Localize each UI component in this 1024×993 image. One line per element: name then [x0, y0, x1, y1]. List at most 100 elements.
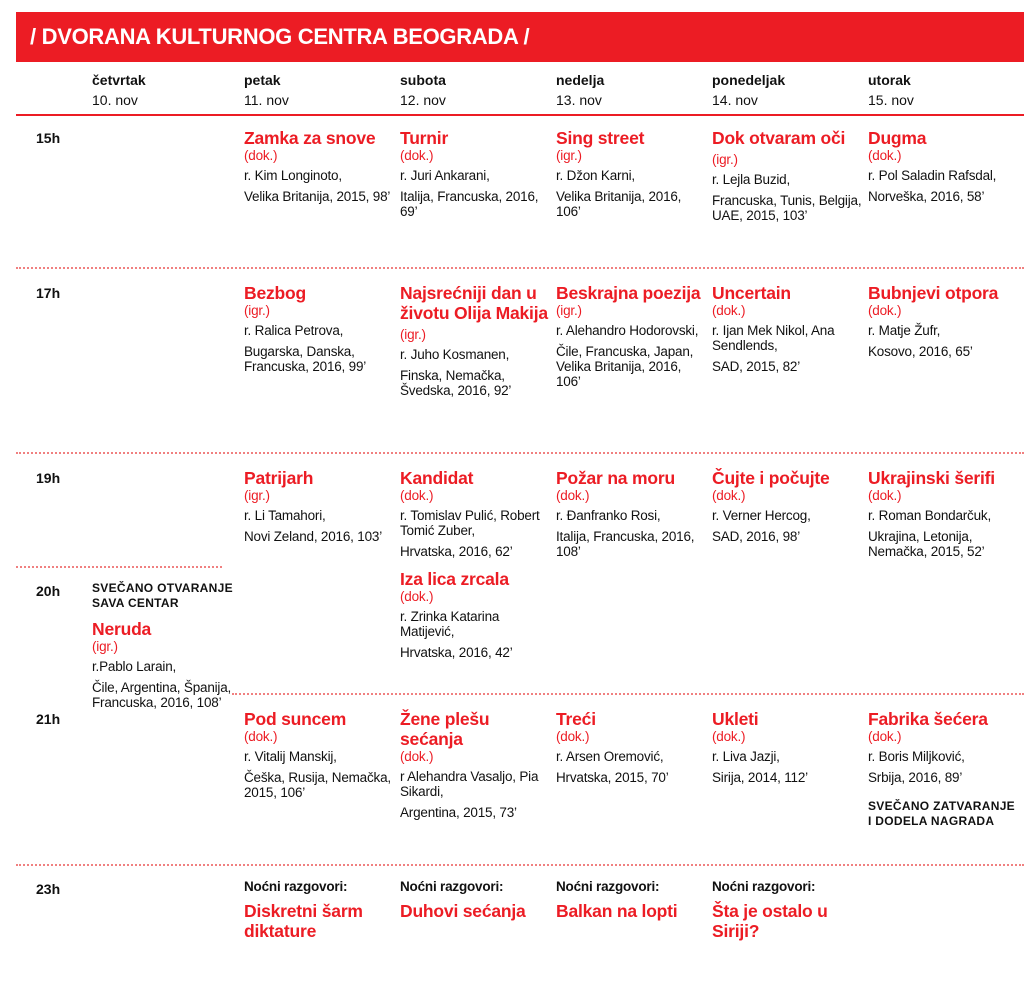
film-title-text[interactable]: Najsrećniji dan u životu Olija Makija: [400, 283, 548, 323]
film-title-text[interactable]: Fabrika šećera: [868, 709, 988, 729]
film-director: r. Roman Bondarčuk,: [868, 508, 992, 523]
film-title[interactable]: Dugma: [868, 128, 1018, 148]
film-director: r. Alehandro Hodorovski,: [556, 323, 699, 338]
film-type: (igr.): [556, 303, 582, 318]
film-title[interactable]: Dok otvaram oči (igr.): [712, 128, 862, 168]
day-date: 12. nov: [400, 92, 446, 108]
film-title[interactable]: Iza lica zrcala: [400, 569, 550, 589]
film-type: (dok.): [556, 729, 590, 744]
time-label: 15h: [36, 130, 61, 146]
film-title-text[interactable]: Duhovi sećanja: [400, 901, 526, 921]
film-type: (dok.): [400, 589, 434, 604]
film-title[interactable]: Patrijarh: [244, 468, 394, 488]
row-divider: [16, 566, 222, 568]
film-title[interactable]: Bubnjevi otpora: [868, 283, 1018, 303]
day-date: 15. nov: [868, 92, 914, 108]
film-country: Sirija, 2014, 112’: [712, 770, 808, 785]
time-label: 21h: [36, 711, 61, 727]
film-title-text[interactable]: Šta je ostalo u Siriji?: [712, 901, 828, 941]
day-header: četvrtak 10. nov: [92, 70, 146, 110]
film-director: r. Vitalij Manskij,: [244, 749, 337, 764]
film-director: r. Ijan Mek Nikol, Ana Sendlends,: [712, 323, 835, 353]
film-title[interactable]: Ukrajinski šerifi: [868, 468, 1018, 488]
film-type: (dok.): [400, 148, 434, 163]
film-country: Velika Britanija, 2016, 106’: [556, 189, 682, 219]
film-title[interactable]: Zamka za snove: [244, 128, 394, 148]
film-title[interactable]: Kandidat: [400, 468, 550, 488]
day-name: nedelja: [556, 72, 605, 88]
film-title[interactable]: Ukleti: [712, 709, 862, 729]
film-director: r. Đanfranko Rosi,: [556, 508, 661, 523]
talk-label: Noćni razgovori:: [400, 879, 504, 894]
film-title-text[interactable]: Diskretni šarm diktature: [244, 901, 363, 941]
film-title-text[interactable]: Kandidat: [400, 468, 474, 488]
film-title-text[interactable]: Iza lica zrcala: [400, 569, 509, 589]
schedule-entry: Kandidat (dok.) r. Tomislav Pulić, Robert …: [400, 468, 550, 660]
film-title-text[interactable]: Dugma: [868, 128, 927, 148]
film-director: r. Džon Karni,: [556, 168, 635, 183]
film-title[interactable]: Neruda: [92, 619, 242, 639]
film-country: SAD, 2016, 98’: [712, 529, 801, 544]
film-title[interactable]: Požar na moru: [556, 468, 706, 488]
schedule-entry: Turnir (dok.) r. Juri Ankarani, Italija, Fr…: [400, 128, 550, 219]
film-title-text[interactable]: Bubnjevi otpora: [868, 283, 999, 303]
time-label: 17h: [36, 285, 61, 301]
film-director: r. Zrinka Katarina Matijević,: [400, 609, 500, 639]
film-title-text[interactable]: Požar na moru: [556, 468, 675, 488]
film-title-text[interactable]: Neruda: [92, 619, 152, 639]
film-title-text[interactable]: Patrijarh: [244, 468, 314, 488]
film-title-text[interactable]: Turnir: [400, 128, 449, 148]
film-title-text[interactable]: Bezbog: [244, 283, 306, 303]
film-director: r. Pol Saladin Rafsdal,: [868, 168, 997, 183]
film-title[interactable]: Turnir: [400, 128, 550, 148]
film-title[interactable]: Diskretni šarm diktature: [244, 901, 394, 941]
film-title[interactable]: Duhovi sećanja: [400, 901, 550, 921]
schedule-entry: Požar na moru (dok.) r. Đanfranko Rosi, Ita…: [556, 468, 706, 559]
film-title-text[interactable]: Zamka za snove: [244, 128, 376, 148]
film-title[interactable]: Šta je ostalo u Siriji?: [712, 901, 862, 941]
film-country: Finska, Nemačka, Švedska, 2016, 92’: [400, 368, 512, 398]
film-type: (igr.): [244, 488, 270, 503]
schedule-entry: Bubnjevi otpora (dok.) r. Matje Žufr, Kosov…: [868, 283, 1018, 359]
film-title-text[interactable]: Ukrajinski šerifi: [868, 468, 995, 488]
film-title-text[interactable]: Sing street: [556, 128, 645, 148]
film-title[interactable]: Sing street: [556, 128, 706, 148]
film-title-text[interactable]: Balkan na lopti: [556, 901, 678, 921]
film-title-text[interactable]: Beskrajna poezija: [556, 283, 701, 303]
film-title[interactable]: Pod suncem: [244, 709, 394, 729]
film-type: (dok.): [400, 488, 434, 503]
film-title-text[interactable]: Pod suncem: [244, 709, 347, 729]
film-title-text[interactable]: Čujte i počujte: [712, 468, 830, 488]
film-country: Ukrajina, Letonija, Nemačka, 2015, 52’: [868, 529, 985, 559]
film-director: r. Li Tamahori,: [244, 508, 326, 523]
film-type: (dok.): [244, 148, 278, 163]
film-title[interactable]: Fabrika šećera: [868, 709, 1018, 729]
talk-label: Noćni razgovori:: [712, 879, 816, 894]
film-title[interactable]: Beskrajna poezija: [556, 283, 706, 303]
film-title-text[interactable]: Treći: [556, 709, 596, 729]
film-title[interactable]: Bezbog: [244, 283, 394, 303]
film-director: r. Juri Ankarani,: [400, 168, 490, 183]
film-country: Velika Britanija, 2015, 98’: [244, 189, 391, 204]
film-title[interactable]: Najsrećniji dan u životu Olija Makija (i…: [400, 283, 550, 343]
day-name: petak: [244, 72, 281, 88]
day-date: 14. nov: [712, 92, 758, 108]
film-title[interactable]: Treći: [556, 709, 706, 729]
film-title[interactable]: Balkan na lopti: [556, 901, 706, 921]
film-title[interactable]: Čujte i počujte: [712, 468, 862, 488]
film-title-text[interactable]: Ukleti: [712, 709, 759, 729]
schedule-entry: Bezbog (igr.) r. Ralica Petrova, Bugarska, …: [244, 283, 394, 374]
schedule-entry: Noćni razgovori: Šta je ostalo u Siriji?: [712, 879, 862, 941]
film-country: Hrvatska, 2015, 70’: [556, 770, 669, 785]
film-title-text[interactable]: Dok otvaram oči: [712, 128, 846, 148]
schedule-entry: Dok otvaram oči (igr.) r. Lejla Buzid, Fra…: [712, 128, 862, 223]
venue-banner: / DVORANA KULTURNOG CENTRA BEOGRADA /: [16, 12, 1024, 62]
film-type: (igr.): [556, 148, 582, 163]
schedule-entry: Pod suncem (dok.) r. Vitalij Manskij, Češka…: [244, 709, 394, 800]
film-title[interactable]: Žene plešu sećanja: [400, 709, 550, 749]
film-title[interactable]: Uncertain: [712, 283, 862, 303]
schedule-entry: Treći (dok.) r. Arsen Oremović, Hrvatska, 2…: [556, 709, 706, 785]
film-title-text[interactable]: Žene plešu sećanja: [400, 709, 490, 749]
film-title-text[interactable]: Uncertain: [712, 283, 791, 303]
schedule-entry: Noćni razgovori: Duhovi sećanja: [400, 879, 550, 921]
